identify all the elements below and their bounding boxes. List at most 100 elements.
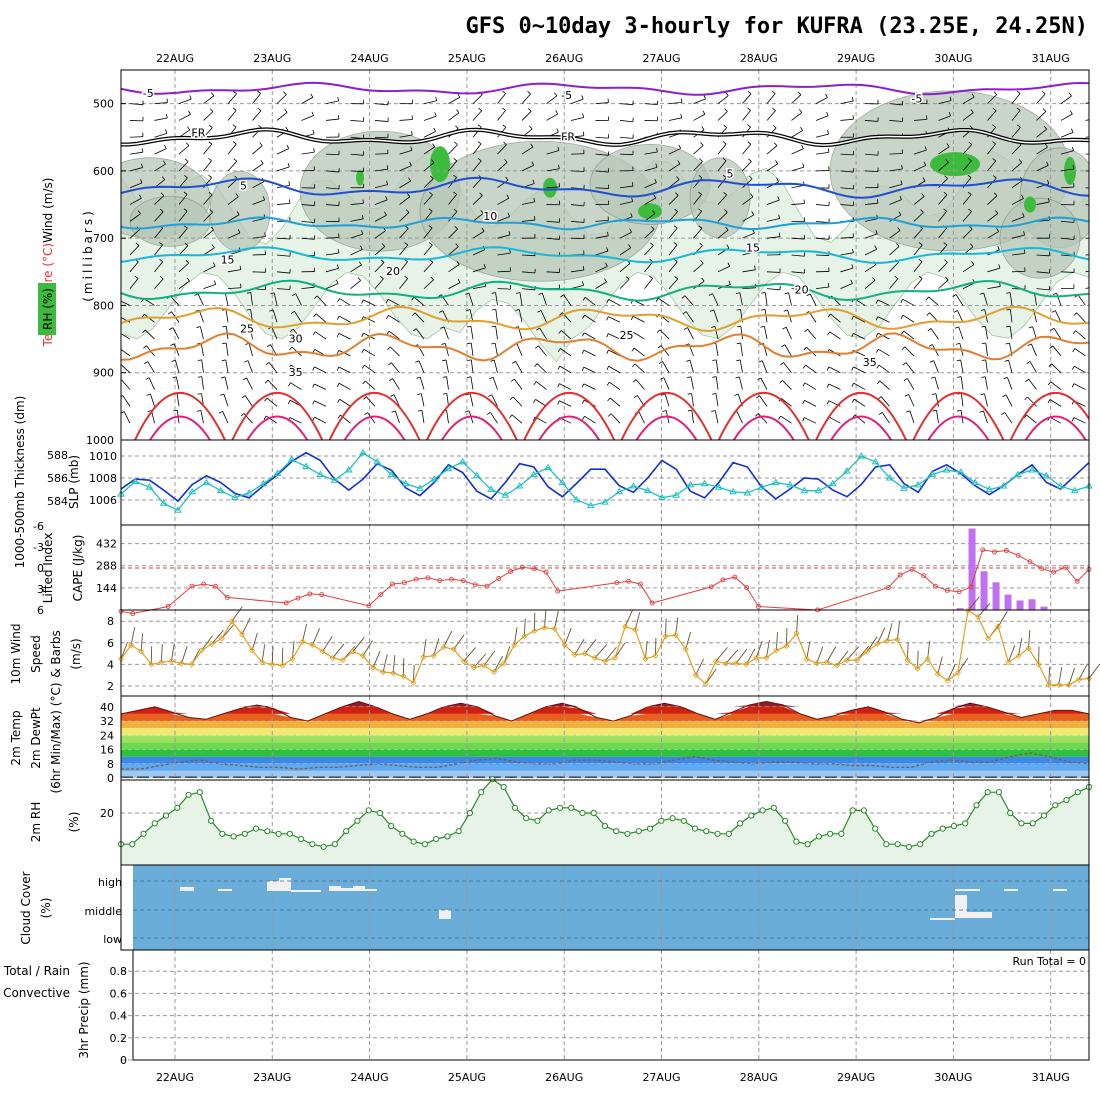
li-tick-label: 6: [37, 604, 44, 617]
wind-barb: [815, 97, 828, 104]
wind-barb-flag: [582, 113, 585, 118]
wind-barb-flag: [606, 349, 609, 354]
thickness-marker: [757, 483, 766, 490]
isotherm-40: [538, 415, 601, 440]
wind-barb: [249, 326, 253, 340]
thickness-marker: [615, 487, 624, 495]
wind-barb-flag: [510, 378, 515, 382]
wind-barb-flag: [410, 146, 413, 151]
wind-barb: [399, 119, 413, 121]
wind-barb: [1053, 327, 1062, 340]
temp-color-band: [121, 756, 1089, 764]
rh-marker: [917, 841, 924, 848]
wind-barb: [154, 195, 165, 205]
wind-barb-flag: [1047, 381, 1051, 386]
wind-barb-flag: [287, 163, 290, 168]
lifted-index-marker: [909, 566, 915, 572]
wind-barb: [448, 264, 460, 273]
wind-barb-flag: [851, 264, 854, 269]
wind-barb: [338, 366, 351, 374]
wind-barb-flag: [918, 242, 923, 246]
wind-speed-marker: [1055, 681, 1062, 688]
wind-barb-flag: [778, 214, 781, 219]
wind-barb-flag: [632, 379, 637, 383]
rh-marker: [399, 830, 406, 837]
wind-barb-flag: [649, 275, 653, 279]
wind-10m-barb: [634, 612, 641, 630]
wind-barb: [374, 184, 388, 189]
wind-barb-flag: [432, 143, 436, 148]
wind-speed-marker: [612, 654, 619, 661]
wind-barb: [445, 359, 449, 373]
wind-barb-flag: [850, 279, 853, 284]
temp-plot: [121, 696, 1089, 780]
precip-ylabel-3: 3hr Precip (mm): [77, 961, 91, 1058]
wind-barb: [608, 333, 621, 340]
wind-barb-flag: [218, 410, 223, 414]
wind-barb: [717, 95, 729, 104]
wind-speed-marker: [1015, 652, 1022, 659]
wind-barb-flag: [287, 400, 291, 405]
date-label-top: 31AUG: [1032, 52, 1070, 65]
wind-barb-flag: [992, 107, 997, 112]
wind-barb-flag: [117, 316, 119, 320]
wind-barb: [448, 194, 457, 205]
wind-barb: [987, 110, 997, 121]
wind-barb: [200, 410, 204, 424]
wind-10m-barb: [836, 650, 849, 666]
wind-barb-flag: [221, 376, 226, 379]
wind-barb-flag: [491, 342, 496, 345]
wind-barb-flag: [337, 96, 340, 101]
date-label-bottom: 31AUG: [1032, 1071, 1070, 1084]
wind-barb: [583, 366, 596, 374]
wind-barb-flag: [212, 262, 216, 267]
wind-barb-flag: [171, 359, 176, 362]
wind-barb-flag: [166, 114, 168, 119]
lifted-index-marker: [390, 581, 395, 587]
wind-barb-flag: [780, 362, 784, 366]
wind-10m-barb: [271, 646, 274, 665]
wind-10m-barb: [433, 638, 440, 656]
wind-speed-marker: [642, 655, 649, 663]
thickness-marker: [586, 501, 595, 509]
wind-barb-flag: [385, 299, 389, 304]
wind-barb-flag: [440, 326, 445, 329]
wind-barb: [497, 234, 511, 239]
wind-barb: [472, 94, 483, 104]
wind-speed-marker: [985, 635, 992, 642]
wind-barb: [668, 148, 681, 155]
rh-marker: [309, 841, 316, 848]
thickness-marker: [885, 474, 894, 481]
wind-barb-flag: [902, 362, 907, 366]
wind-barb-flag: [632, 363, 636, 368]
wind-barb-flag: [650, 242, 654, 246]
wind-barb: [374, 262, 385, 273]
wind-speed-marker: [339, 657, 346, 664]
wind-barb: [780, 415, 792, 424]
cape-bar: [956, 608, 964, 610]
wind-barb: [691, 410, 694, 424]
wind-barb-flag: [607, 397, 611, 402]
rh-marker: [781, 817, 789, 824]
wind-barb: [595, 266, 608, 273]
wind-barb-flag: [700, 142, 704, 146]
wind-barb: [246, 377, 253, 390]
wind-barb-flag: [380, 259, 385, 263]
wind-barb: [742, 143, 752, 155]
wind-barb: [635, 379, 645, 390]
wind-speed-marker: [954, 669, 961, 677]
wind-barb: [791, 112, 803, 121]
wind-barb-flag: [361, 299, 364, 304]
wind-10m-barb: [604, 646, 617, 662]
wind-barb: [399, 278, 409, 289]
wind-speed-marker: [682, 646, 689, 653]
wind-speed-marker: [491, 668, 498, 676]
wind-barb-flag: [968, 141, 973, 145]
wind-barb: [276, 203, 290, 205]
wind-barb-flag: [134, 275, 139, 279]
wind-barb: [983, 292, 988, 306]
wind-barb: [644, 103, 658, 106]
wind-10m-barb: [170, 643, 175, 662]
rh-marker: [185, 791, 192, 798]
wind-barb: [292, 328, 302, 340]
